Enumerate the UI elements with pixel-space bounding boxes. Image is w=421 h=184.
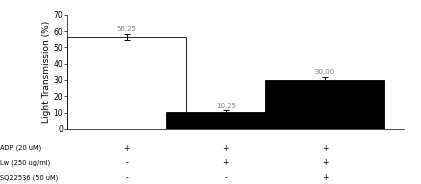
Text: -: - [125, 173, 128, 182]
Text: +: + [322, 144, 328, 153]
Bar [266, 80, 384, 129]
Text: 30.00: 30.00 [315, 69, 335, 75]
Text: +: + [322, 158, 328, 167]
Y-axis label: Light Transmission (%): Light Transmission (%) [42, 21, 51, 123]
Text: SQ22536 (50 uM): SQ22536 (50 uM) [0, 174, 59, 181]
Text: +: + [223, 158, 229, 167]
Text: 56.25: 56.25 [117, 26, 137, 32]
Bar [67, 37, 186, 129]
Text: ADP (20 uM): ADP (20 uM) [0, 145, 42, 151]
Text: 10.25: 10.25 [216, 102, 236, 109]
Text: -: - [125, 158, 128, 167]
Bar [166, 112, 285, 129]
Text: +: + [322, 173, 328, 182]
Text: -: - [224, 173, 227, 182]
Text: +: + [124, 144, 130, 153]
Text: +: + [223, 144, 229, 153]
Text: Lw (250 ug/ml): Lw (250 ug/ml) [0, 160, 51, 166]
